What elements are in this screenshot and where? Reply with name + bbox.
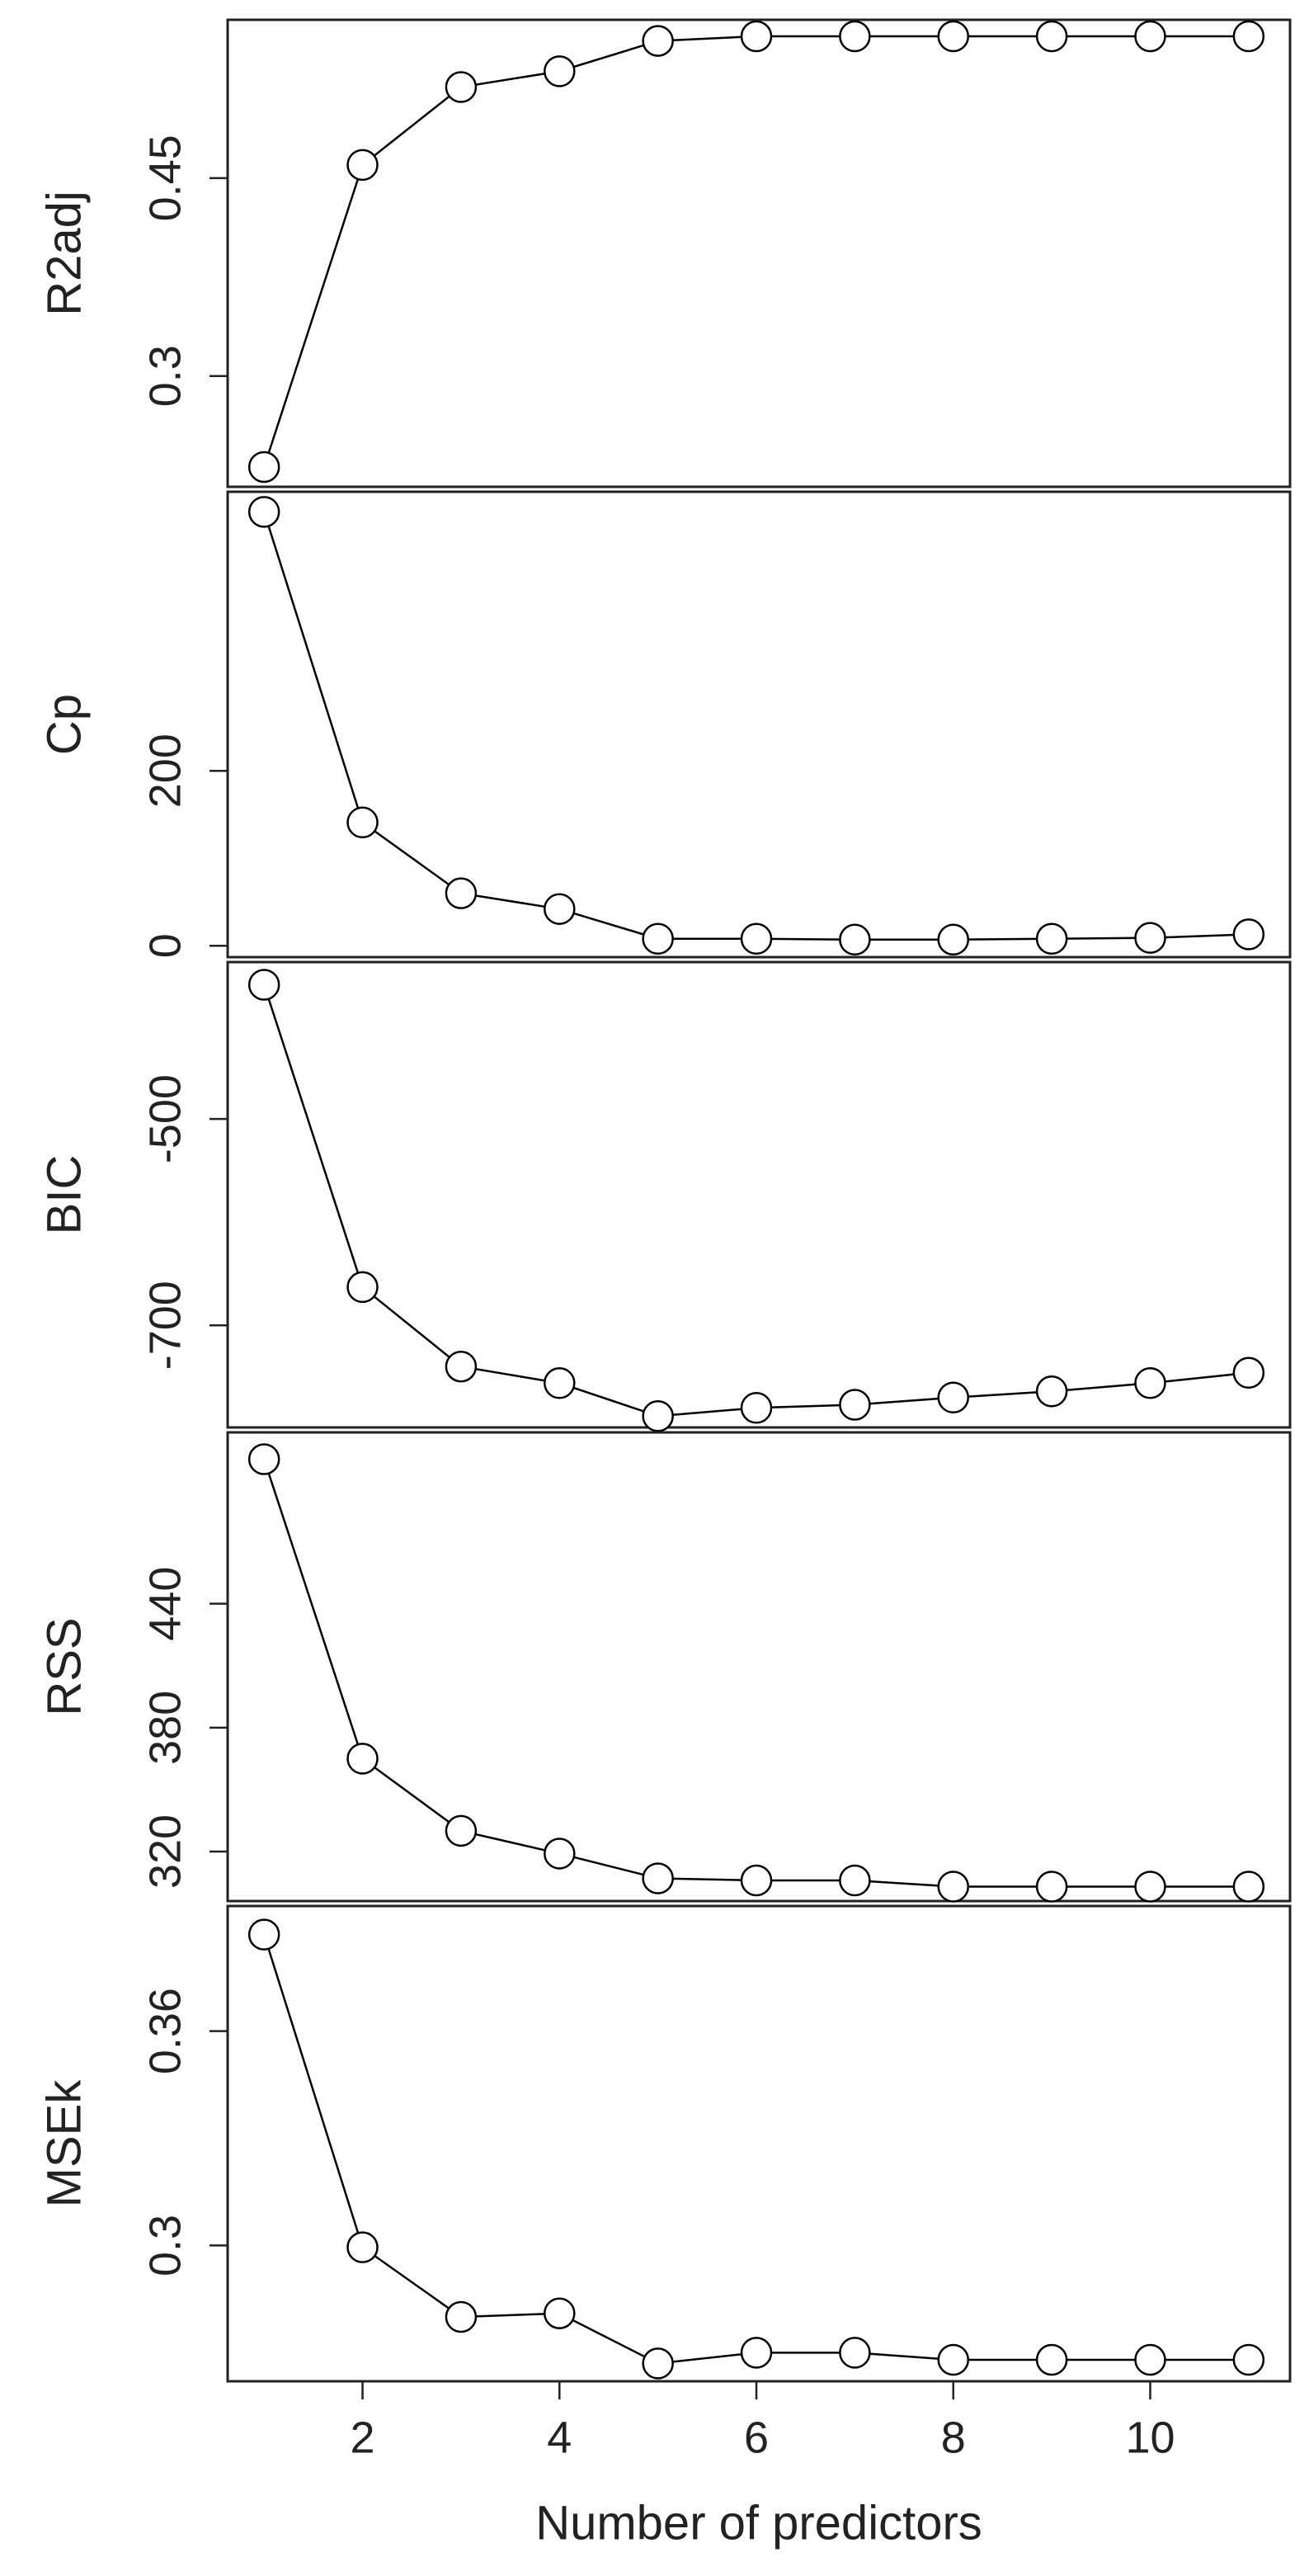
point xyxy=(740,20,773,53)
y-tick-label: 0.36 xyxy=(140,1988,190,2074)
point xyxy=(544,55,576,87)
point xyxy=(346,1743,379,1775)
point xyxy=(642,2347,674,2380)
panel-frame xyxy=(226,1431,1292,1903)
point xyxy=(839,20,871,53)
x-tick-label: 2 xyxy=(351,2413,375,2462)
point xyxy=(1232,2343,1265,2376)
point xyxy=(740,922,773,955)
x-tick-label: 10 xyxy=(1125,2413,1175,2462)
point xyxy=(839,1864,871,1897)
point xyxy=(247,1443,280,1475)
series-line xyxy=(262,1934,1249,2365)
point xyxy=(346,1271,379,1304)
point xyxy=(445,877,478,909)
panel-frame xyxy=(226,960,1292,1429)
point xyxy=(1134,1366,1166,1399)
point xyxy=(740,1391,773,1424)
point xyxy=(445,71,478,103)
point xyxy=(346,149,379,182)
point xyxy=(1232,1356,1265,1389)
point xyxy=(1134,1871,1166,1903)
point xyxy=(642,1862,674,1894)
point xyxy=(544,2297,576,2329)
point xyxy=(1232,918,1265,951)
point xyxy=(445,1814,478,1847)
x-tick-label: 4 xyxy=(547,2413,572,2462)
series-line xyxy=(262,984,1249,1418)
panel-frame xyxy=(226,18,1292,488)
point xyxy=(937,1871,970,1903)
point xyxy=(642,922,674,955)
point xyxy=(247,1918,280,1951)
point xyxy=(1035,922,1068,955)
y-tick-label: 0.3 xyxy=(140,2215,190,2276)
point xyxy=(544,893,576,925)
y-tick-label: 0.45 xyxy=(140,134,190,221)
point xyxy=(247,496,280,528)
point xyxy=(1134,2343,1166,2376)
point xyxy=(642,25,674,57)
point xyxy=(937,2343,970,2376)
point xyxy=(937,923,970,956)
point xyxy=(740,2337,773,2369)
point xyxy=(247,451,280,484)
point xyxy=(839,1389,871,1421)
point xyxy=(740,1864,773,1897)
point xyxy=(839,2337,871,2369)
point xyxy=(1035,1375,1068,1408)
point xyxy=(1134,20,1166,53)
point xyxy=(445,1350,478,1383)
x-tick-label: 8 xyxy=(941,2413,966,2462)
point xyxy=(1035,20,1068,53)
y-tick-label: 0.3 xyxy=(140,345,190,407)
panel-frame xyxy=(226,490,1292,959)
point xyxy=(1232,20,1265,53)
y-tick-label: -500 xyxy=(140,1074,190,1163)
y-tick-label: -700 xyxy=(140,1281,190,1370)
series-line xyxy=(262,1459,1249,1888)
series-line xyxy=(262,512,1249,941)
point xyxy=(247,969,280,1001)
point xyxy=(839,923,871,956)
y-tick-label: 200 xyxy=(140,734,190,808)
y-tick-label: 440 xyxy=(140,1567,190,1641)
series-line xyxy=(262,35,1249,468)
point xyxy=(937,20,970,53)
point xyxy=(544,1366,576,1399)
point xyxy=(445,2300,478,2333)
point xyxy=(346,806,379,838)
panel-frame xyxy=(226,1904,1292,2383)
y-tick-label: 320 xyxy=(140,1814,190,1889)
y-tick-label: 380 xyxy=(140,1691,190,1765)
x-tick-label: 6 xyxy=(744,2413,769,2462)
x-axis-label: Number of predictors xyxy=(535,2496,982,2550)
y-tick-label: 0 xyxy=(140,933,190,958)
point xyxy=(642,1399,674,1432)
point xyxy=(1035,2343,1068,2376)
y-axis-label: RSS xyxy=(37,1617,91,1715)
point xyxy=(1134,922,1166,954)
y-axis-label: Cp xyxy=(37,694,91,755)
y-axis-label: BIC xyxy=(37,1155,91,1235)
y-axis-label: MSEk xyxy=(37,2079,91,2208)
y-axis-label: R2adj xyxy=(37,191,91,316)
point xyxy=(937,1381,970,1413)
point xyxy=(346,2231,379,2263)
point xyxy=(544,1838,576,1870)
point xyxy=(1035,1871,1068,1903)
point xyxy=(1232,1871,1265,1903)
